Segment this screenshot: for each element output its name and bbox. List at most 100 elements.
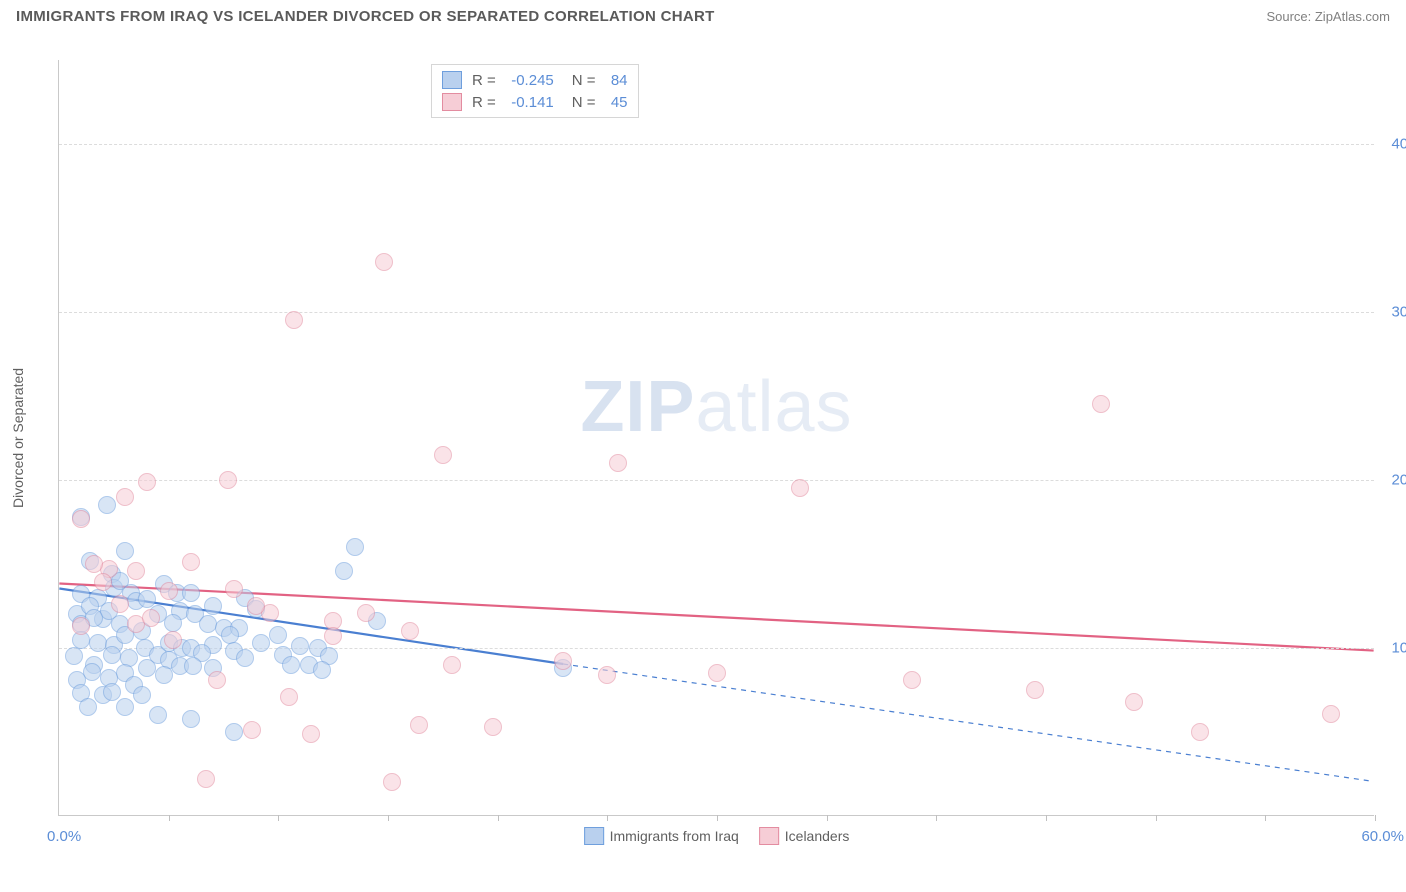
data-point bbox=[127, 562, 145, 580]
data-point bbox=[164, 614, 182, 632]
data-point bbox=[219, 471, 237, 489]
data-point bbox=[236, 649, 254, 667]
legend-label: Immigrants from Iraq bbox=[610, 828, 739, 844]
data-point bbox=[225, 723, 243, 741]
data-point bbox=[103, 683, 121, 701]
data-point bbox=[164, 631, 182, 649]
data-point bbox=[252, 634, 270, 652]
legend-label: Icelanders bbox=[785, 828, 850, 844]
y-tick-label: 40.0% bbox=[1380, 136, 1406, 153]
watermark: ZIPatlas bbox=[580, 366, 852, 448]
data-point bbox=[903, 671, 921, 689]
plot-area: ZIPatlas R =-0.245N =84R =-0.141N =45 0.… bbox=[58, 60, 1374, 816]
x-tick bbox=[1156, 815, 1157, 821]
y-tick-label: 30.0% bbox=[1380, 304, 1406, 321]
data-point bbox=[149, 706, 167, 724]
data-point bbox=[83, 663, 101, 681]
x-tick bbox=[498, 815, 499, 821]
legend-swatch bbox=[584, 827, 604, 845]
data-point bbox=[335, 562, 353, 580]
legend-stat-row: R = -0.141 N = 45 bbox=[442, 91, 628, 113]
data-point bbox=[401, 622, 419, 640]
source-attribution: Source: ZipAtlas.com bbox=[1266, 9, 1390, 24]
stat-n-value: 84 bbox=[602, 72, 628, 89]
stat-r-label: R = bbox=[472, 94, 496, 111]
stat-n-value: 45 bbox=[602, 94, 628, 111]
data-point bbox=[65, 647, 83, 665]
stat-n-label: N = bbox=[572, 94, 596, 111]
data-point bbox=[98, 496, 116, 514]
x-tick bbox=[717, 815, 718, 821]
chart-header: IMMIGRANTS FROM IRAQ VS ICELANDER DIVORC… bbox=[0, 0, 1406, 29]
data-point bbox=[280, 688, 298, 706]
correlation-legend: R = -0.245 N = 84 R = -0.141 N = 45 bbox=[431, 64, 639, 118]
data-point bbox=[197, 770, 215, 788]
legend-swatch bbox=[759, 827, 779, 845]
data-point bbox=[375, 253, 393, 271]
x-origin-label: 0.0% bbox=[47, 828, 81, 845]
data-point bbox=[313, 661, 331, 679]
data-point bbox=[182, 710, 200, 728]
data-point bbox=[116, 542, 134, 560]
data-point bbox=[103, 646, 121, 664]
trend-lines bbox=[59, 60, 1374, 815]
data-point bbox=[1125, 693, 1143, 711]
data-point bbox=[285, 311, 303, 329]
data-point bbox=[708, 664, 726, 682]
legend-item: Immigrants from Iraq bbox=[584, 827, 739, 845]
data-point bbox=[243, 721, 261, 739]
watermark-light: atlas bbox=[695, 367, 852, 447]
data-point bbox=[443, 656, 461, 674]
data-point bbox=[1322, 705, 1340, 723]
data-point bbox=[72, 617, 90, 635]
data-point bbox=[160, 582, 178, 600]
data-point bbox=[116, 488, 134, 506]
data-point bbox=[208, 671, 226, 689]
data-point bbox=[383, 773, 401, 791]
stat-r-value: -0.245 bbox=[502, 72, 554, 89]
source-name: ZipAtlas.com bbox=[1315, 9, 1390, 24]
x-max-label: 60.0% bbox=[1361, 828, 1404, 845]
legend-swatch bbox=[442, 93, 462, 111]
data-point bbox=[142, 609, 160, 627]
data-point bbox=[434, 446, 452, 464]
data-point bbox=[182, 553, 200, 571]
data-point bbox=[598, 666, 616, 684]
data-point bbox=[302, 725, 320, 743]
data-point bbox=[184, 657, 202, 675]
x-tick bbox=[1265, 815, 1266, 821]
data-point bbox=[410, 716, 428, 734]
chart-container: Divorced or Separated ZIPatlas R =-0.245… bbox=[46, 48, 1386, 828]
data-point bbox=[324, 627, 342, 645]
grid-line bbox=[59, 144, 1374, 145]
series-legend: Immigrants from Iraq Icelanders bbox=[584, 827, 850, 845]
data-point bbox=[182, 584, 200, 602]
stat-n-label: N = bbox=[572, 72, 596, 89]
data-point bbox=[204, 597, 222, 615]
data-point bbox=[72, 510, 90, 528]
data-point bbox=[221, 626, 239, 644]
data-point bbox=[94, 573, 112, 591]
x-tick bbox=[388, 815, 389, 821]
data-point bbox=[133, 686, 151, 704]
chart-title: IMMIGRANTS FROM IRAQ VS ICELANDER DIVORC… bbox=[16, 8, 715, 25]
data-point bbox=[247, 597, 265, 615]
legend-stat-row: R = -0.245 N = 84 bbox=[442, 69, 628, 91]
data-point bbox=[291, 637, 309, 655]
stat-r-label: R = bbox=[472, 72, 496, 89]
x-tick bbox=[1046, 815, 1047, 821]
stat-r-value: -0.141 bbox=[502, 94, 554, 111]
data-point bbox=[269, 626, 287, 644]
y-tick-label: 20.0% bbox=[1380, 472, 1406, 489]
data-point bbox=[138, 473, 156, 491]
data-point bbox=[791, 479, 809, 497]
data-point bbox=[79, 698, 97, 716]
data-point bbox=[609, 454, 627, 472]
data-point bbox=[1026, 681, 1044, 699]
x-tick bbox=[169, 815, 170, 821]
data-point bbox=[346, 538, 364, 556]
data-point bbox=[138, 659, 156, 677]
data-point bbox=[484, 718, 502, 736]
x-tick bbox=[827, 815, 828, 821]
data-point bbox=[554, 652, 572, 670]
